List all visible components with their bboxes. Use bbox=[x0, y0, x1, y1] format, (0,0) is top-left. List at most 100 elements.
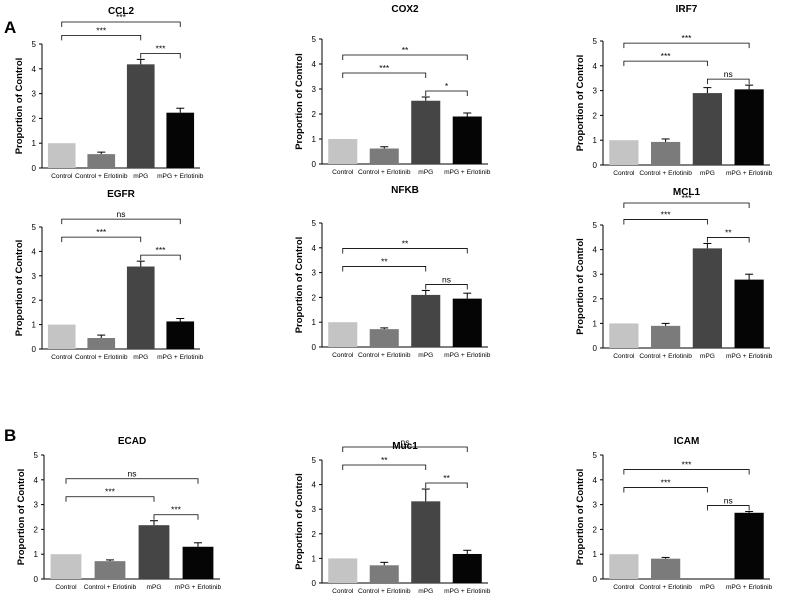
significance-bracket bbox=[425, 90, 468, 96]
bar-4 bbox=[452, 116, 482, 164]
significance-label: *** bbox=[682, 460, 693, 470]
significance-label: ** bbox=[381, 256, 388, 266]
y-axis-label: Proportion of Control bbox=[294, 53, 305, 150]
y-tick-label: 5 bbox=[312, 456, 317, 465]
chart-title: ECAD bbox=[118, 436, 146, 447]
y-tick-label: 3 bbox=[32, 272, 37, 281]
bar-1 bbox=[328, 558, 358, 583]
category-label: Control bbox=[332, 588, 354, 595]
y-tick-label: 1 bbox=[312, 135, 317, 144]
y-tick-label: 4 bbox=[593, 246, 598, 255]
bar-4 bbox=[734, 89, 764, 165]
chart-cox2: COX2 0 1 2 3 4 5 Proportion of Control Control Co… bbox=[294, 4, 491, 176]
significance-label: ns bbox=[117, 209, 126, 219]
significance-bracket bbox=[706, 78, 750, 85]
chart-title: ICAM bbox=[674, 436, 700, 447]
significance-label: *** bbox=[171, 505, 182, 515]
category-label: mPG bbox=[146, 584, 161, 591]
significance-bracket bbox=[425, 482, 468, 489]
y-tick-label: 0 bbox=[312, 160, 317, 169]
y-tick-label: 0 bbox=[32, 164, 37, 173]
significance-bracket bbox=[425, 284, 468, 290]
y-tick-label: 3 bbox=[593, 270, 598, 279]
category-label: mPG bbox=[700, 584, 715, 591]
chart-title: NFKB bbox=[391, 185, 419, 196]
y-tick-label: 3 bbox=[312, 85, 317, 94]
chart-title: CCL2 bbox=[108, 6, 135, 17]
bar-1 bbox=[328, 139, 358, 164]
category-label: mPG + Erlotinib bbox=[444, 352, 491, 359]
significance-bracket bbox=[342, 464, 427, 471]
y-tick-label: 2 bbox=[32, 114, 37, 123]
significance-label: *** bbox=[661, 51, 672, 61]
chart-title: Muc1 bbox=[392, 441, 418, 452]
panel-label-b: B bbox=[4, 426, 16, 445]
y-tick-label: 0 bbox=[34, 575, 39, 584]
y-tick-label: 2 bbox=[312, 110, 317, 119]
y-tick-label: 3 bbox=[312, 269, 317, 278]
significance-bracket bbox=[342, 54, 468, 60]
significance-label: ns bbox=[724, 496, 733, 506]
category-label: Control bbox=[332, 169, 354, 176]
significance-label: ns bbox=[442, 274, 451, 284]
y-tick-label: 0 bbox=[593, 575, 598, 584]
y-axis-label: Proportion of Control bbox=[294, 473, 305, 570]
y-tick-label: 3 bbox=[593, 501, 598, 510]
bar-2 bbox=[94, 561, 126, 579]
significance-bracket bbox=[623, 60, 708, 67]
y-tick-label: 0 bbox=[32, 345, 37, 354]
y-tick-label: 0 bbox=[593, 344, 598, 353]
category-label: mPG bbox=[418, 169, 433, 176]
y-tick-label: 5 bbox=[34, 451, 39, 460]
significance-label: ** bbox=[725, 227, 732, 237]
y-tick-label: 5 bbox=[593, 37, 598, 46]
category-label: Control bbox=[613, 353, 635, 360]
significance-bracket bbox=[342, 72, 427, 78]
y-tick-label: 4 bbox=[593, 62, 598, 71]
significance-label: ns bbox=[724, 69, 733, 79]
category-label: mPG + Erlotinib bbox=[444, 169, 491, 176]
y-tick-label: 5 bbox=[593, 221, 598, 230]
bar-4 bbox=[452, 298, 482, 347]
category-label: mPG + Erlotinib bbox=[157, 173, 204, 180]
y-tick-label: 2 bbox=[32, 296, 37, 305]
category-label: mPG bbox=[418, 352, 433, 359]
chart-ccl2: CCL2 0 1 2 3 4 5 Proportion of Control Control Co… bbox=[14, 6, 204, 180]
significance-bracket bbox=[342, 248, 468, 254]
y-tick-label: 1 bbox=[593, 550, 598, 559]
category-label: Control bbox=[332, 352, 354, 359]
y-tick-label: 3 bbox=[593, 87, 598, 96]
significance-bracket bbox=[140, 254, 181, 261]
y-tick-label: 0 bbox=[593, 161, 598, 170]
significance-bracket bbox=[61, 236, 142, 243]
bar-1 bbox=[47, 143, 76, 168]
panel-label-a: A bbox=[4, 18, 16, 37]
bar-3 bbox=[138, 525, 170, 579]
y-axis-label: Proportion of Control bbox=[575, 238, 586, 335]
significance-bracket bbox=[706, 237, 750, 243]
significance-bracket bbox=[140, 52, 181, 59]
bar-3 bbox=[411, 100, 441, 164]
y-tick-label: 1 bbox=[312, 554, 317, 563]
category-label: Control + Erlotinib bbox=[75, 173, 128, 180]
chart-title: COX2 bbox=[391, 4, 419, 15]
category-label: Control + Erlotinib bbox=[358, 588, 411, 595]
y-tick-label: 1 bbox=[32, 139, 37, 148]
category-label: mPG + Erlotinib bbox=[726, 353, 773, 360]
significance-label: *** bbox=[96, 227, 107, 237]
y-tick-label: 4 bbox=[312, 60, 317, 69]
y-tick-label: 1 bbox=[593, 319, 598, 328]
bar-3 bbox=[692, 248, 722, 348]
bar-4 bbox=[182, 546, 214, 579]
category-label: Control bbox=[51, 173, 73, 180]
significance-label: *** bbox=[116, 12, 127, 22]
significance-bracket bbox=[342, 266, 427, 272]
category-label: Control + Erlotinib bbox=[75, 354, 128, 361]
y-axis-label: Proportion of Control bbox=[294, 237, 305, 334]
y-tick-label: 5 bbox=[312, 219, 317, 228]
bar-4 bbox=[734, 279, 764, 348]
y-tick-label: 2 bbox=[312, 530, 317, 539]
y-tick-label: 3 bbox=[32, 90, 37, 99]
bar-1 bbox=[609, 140, 639, 165]
